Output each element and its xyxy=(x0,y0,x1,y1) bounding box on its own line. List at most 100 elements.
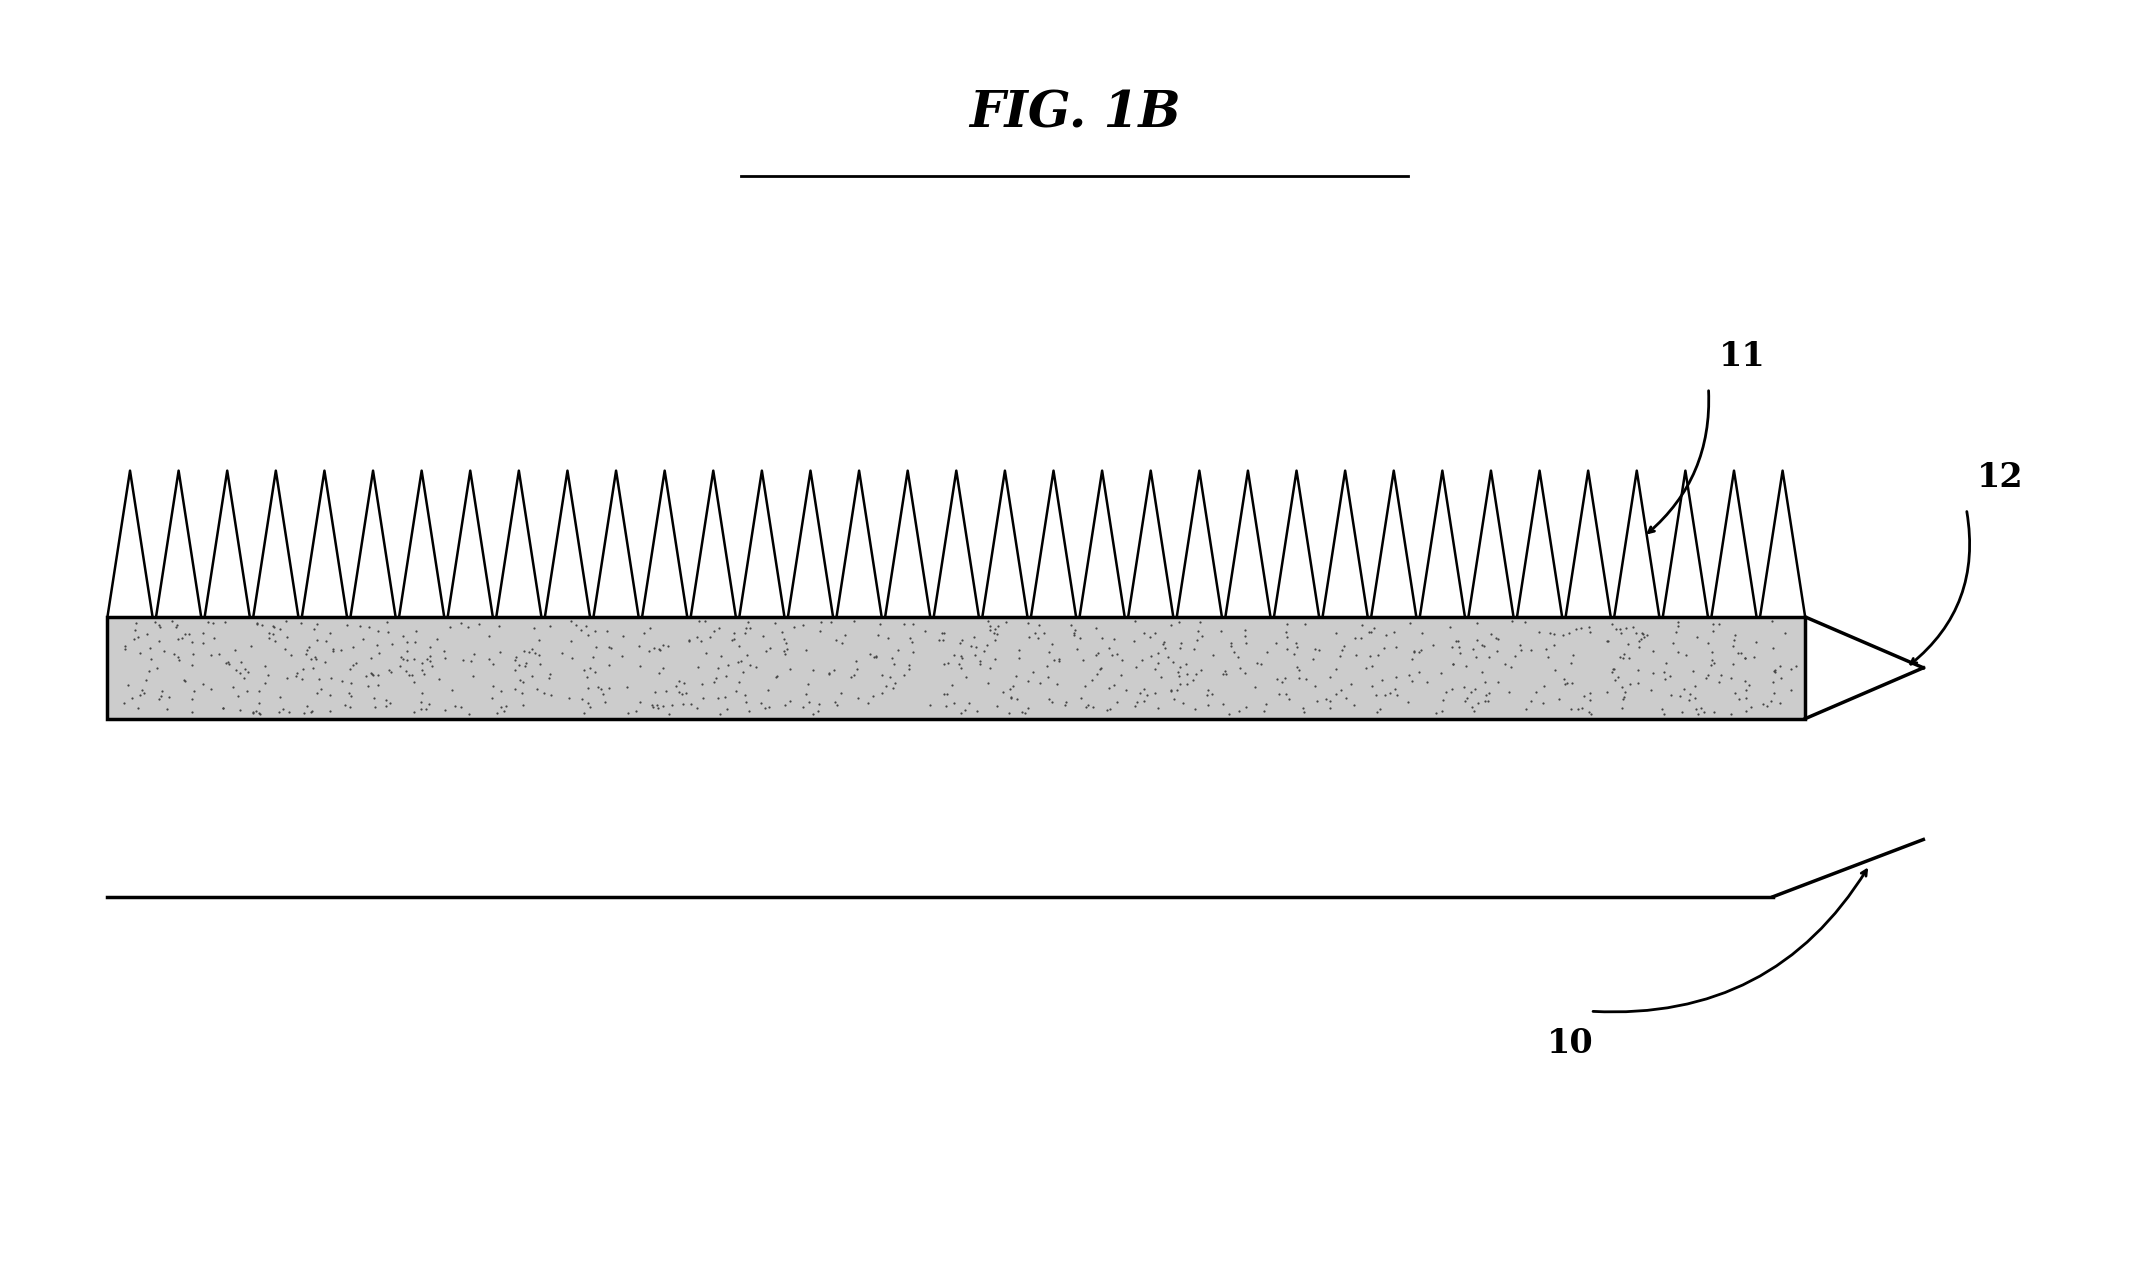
Point xyxy=(1390,692,1425,712)
Point xyxy=(247,656,282,677)
Point xyxy=(361,675,395,696)
Point xyxy=(1365,670,1399,691)
Point xyxy=(860,646,894,667)
Point xyxy=(159,617,193,637)
Point xyxy=(1610,617,1644,637)
Point xyxy=(1126,650,1160,670)
Point xyxy=(370,622,404,642)
Point xyxy=(705,646,739,667)
Point xyxy=(174,702,208,722)
Point xyxy=(1665,679,1700,700)
Point xyxy=(174,689,208,710)
Point xyxy=(752,679,787,700)
Point xyxy=(335,637,370,658)
Point xyxy=(999,689,1034,710)
Point xyxy=(621,636,655,656)
Point xyxy=(888,614,922,635)
Point xyxy=(1289,669,1324,689)
Point xyxy=(1618,623,1653,644)
Point xyxy=(1603,618,1638,639)
Point xyxy=(1736,646,1771,667)
Point xyxy=(703,705,737,725)
Point xyxy=(1212,703,1246,724)
Point xyxy=(851,693,885,714)
Point xyxy=(1100,692,1135,712)
Point xyxy=(1032,668,1066,688)
Point xyxy=(1287,702,1322,722)
Point xyxy=(1195,683,1229,703)
Point xyxy=(1397,640,1431,660)
Point xyxy=(256,623,290,644)
Point xyxy=(185,623,219,644)
Point xyxy=(686,688,720,709)
Point xyxy=(1169,654,1203,674)
Point xyxy=(297,658,331,678)
Point xyxy=(978,618,1012,639)
Point xyxy=(1393,664,1427,684)
Point xyxy=(544,644,578,664)
Point xyxy=(1214,633,1249,654)
Point xyxy=(1369,684,1403,705)
Point xyxy=(505,672,539,692)
Point xyxy=(1620,673,1655,693)
Point xyxy=(1105,665,1139,686)
Point xyxy=(1648,669,1683,689)
Point xyxy=(954,636,989,656)
Point xyxy=(443,697,477,717)
Point xyxy=(1663,686,1698,706)
Point xyxy=(1595,659,1629,679)
Point xyxy=(1184,612,1218,632)
Point xyxy=(196,628,230,649)
Point xyxy=(1191,679,1225,700)
Point xyxy=(142,616,176,636)
Point xyxy=(230,682,264,702)
Point xyxy=(1049,692,1083,712)
Point xyxy=(1094,645,1128,665)
Point xyxy=(729,623,763,644)
Point xyxy=(1356,655,1390,675)
Point xyxy=(1279,633,1313,654)
Point xyxy=(1509,612,1543,632)
Point xyxy=(651,705,686,725)
Point xyxy=(578,621,612,641)
Point xyxy=(1126,679,1160,700)
Point xyxy=(1221,701,1255,721)
Point xyxy=(636,697,670,717)
Point xyxy=(161,630,196,650)
Point xyxy=(1221,646,1255,667)
Point xyxy=(1457,679,1491,700)
Point xyxy=(1590,631,1625,651)
Point xyxy=(707,687,741,707)
Point xyxy=(1459,630,1494,650)
Point xyxy=(307,631,342,651)
Point xyxy=(247,673,282,693)
Point xyxy=(926,622,961,642)
Point xyxy=(1191,695,1225,715)
Point xyxy=(153,687,187,707)
Point xyxy=(1702,613,1736,633)
Point xyxy=(1296,649,1330,669)
Point xyxy=(1117,631,1152,651)
Point xyxy=(1137,623,1171,644)
Point xyxy=(1053,614,1087,635)
Point xyxy=(1268,668,1302,688)
Point xyxy=(161,650,196,670)
Point xyxy=(1758,660,1792,681)
Point xyxy=(144,617,178,637)
Point xyxy=(122,642,157,663)
Point xyxy=(713,630,748,650)
Point xyxy=(1657,633,1691,654)
Point xyxy=(215,677,249,697)
Point xyxy=(645,696,679,716)
Point xyxy=(453,651,488,672)
Point xyxy=(1545,626,1580,646)
Point xyxy=(1105,650,1139,670)
Point xyxy=(1502,635,1537,655)
Point xyxy=(593,639,628,659)
Point xyxy=(1171,664,1206,684)
Point xyxy=(825,683,860,703)
Point xyxy=(589,692,623,712)
Point xyxy=(389,661,423,682)
Point xyxy=(406,664,441,684)
Point xyxy=(937,645,971,665)
